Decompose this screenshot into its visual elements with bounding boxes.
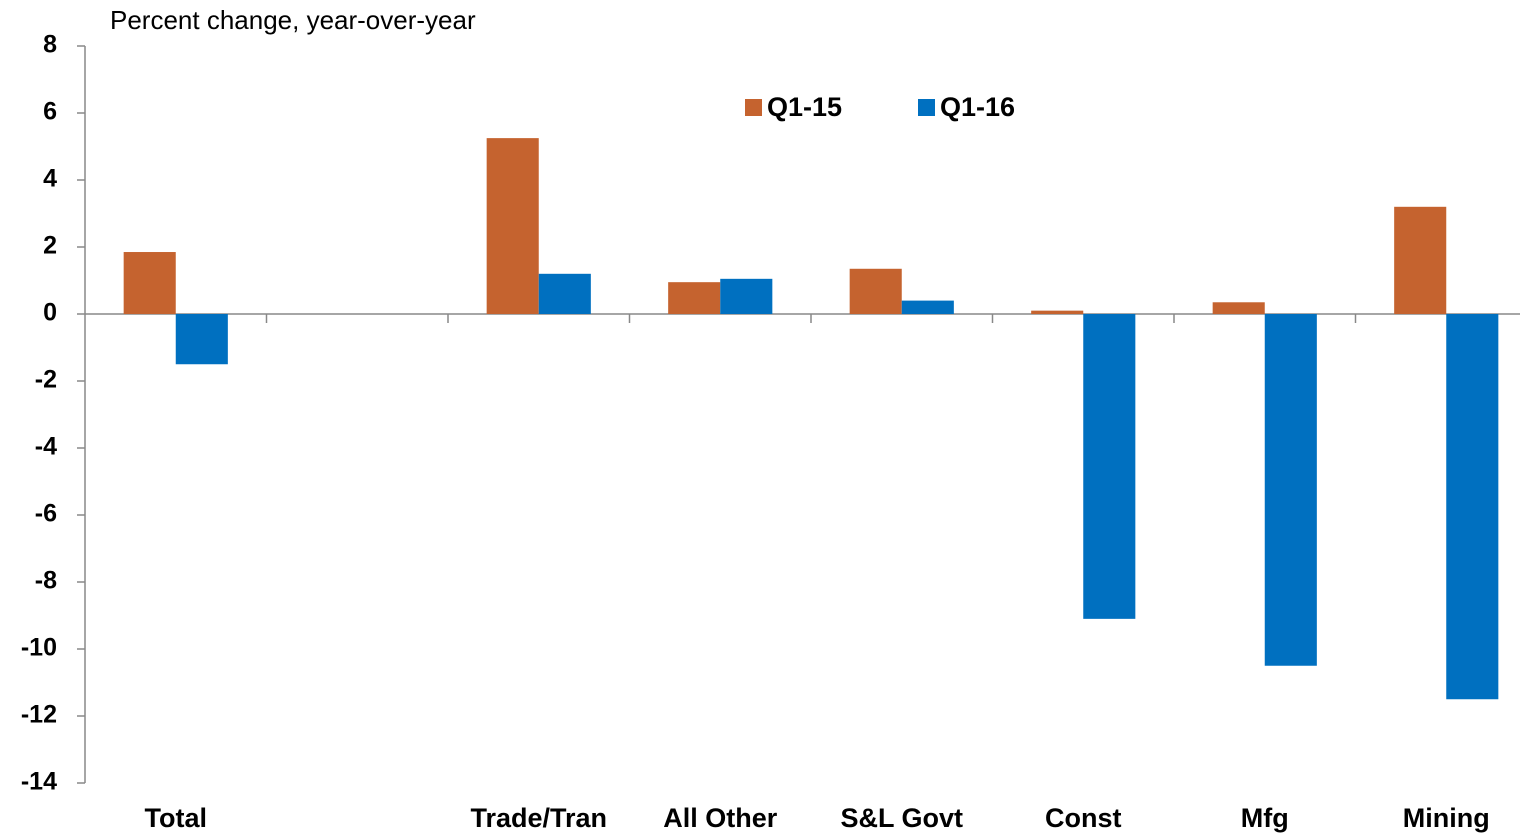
y-tick-label: -10 bbox=[21, 634, 57, 662]
legend-swatch bbox=[745, 99, 762, 116]
y-tick-label: -4 bbox=[35, 433, 57, 461]
bar bbox=[901, 300, 954, 314]
bar bbox=[1394, 206, 1447, 314]
bar bbox=[668, 282, 721, 314]
bar bbox=[849, 268, 902, 314]
bar bbox=[1446, 314, 1499, 700]
x-tick-label: Total bbox=[145, 803, 208, 833]
y-tick-label: -8 bbox=[35, 567, 57, 595]
y-tick-label: 6 bbox=[43, 98, 57, 126]
y-tick-label: -12 bbox=[21, 701, 57, 729]
legend-swatch bbox=[918, 99, 935, 116]
x-tick-label: Mfg bbox=[1241, 803, 1289, 833]
x-tick-label: S&L Govt bbox=[840, 803, 963, 833]
x-tick-label: Trade/Tran bbox=[470, 803, 607, 833]
y-tick-label: 8 bbox=[43, 31, 57, 59]
y-tick-label: -2 bbox=[35, 366, 57, 394]
legend-label: Q1-16 bbox=[940, 92, 1015, 122]
bar bbox=[486, 138, 539, 314]
bar bbox=[1031, 310, 1084, 314]
bar bbox=[720, 278, 773, 314]
x-tick-label: Mining bbox=[1403, 803, 1490, 833]
y-tick-label: 4 bbox=[43, 165, 57, 193]
y-tick-label: -6 bbox=[35, 500, 57, 528]
bar bbox=[175, 314, 228, 365]
legend-label: Q1-15 bbox=[767, 92, 842, 122]
bar bbox=[538, 273, 591, 314]
bar bbox=[1083, 314, 1136, 619]
y-axis-label: Percent change, year-over-year bbox=[110, 5, 476, 35]
y-tick-label: 2 bbox=[43, 232, 57, 260]
bar bbox=[123, 252, 176, 314]
y-tick-label: 0 bbox=[43, 299, 57, 327]
x-tick-label: Const bbox=[1045, 803, 1122, 833]
x-tick-label: All Other bbox=[663, 803, 778, 833]
y-tick-label: -14 bbox=[21, 768, 57, 796]
bar bbox=[1212, 302, 1265, 314]
bar bbox=[1264, 314, 1317, 666]
